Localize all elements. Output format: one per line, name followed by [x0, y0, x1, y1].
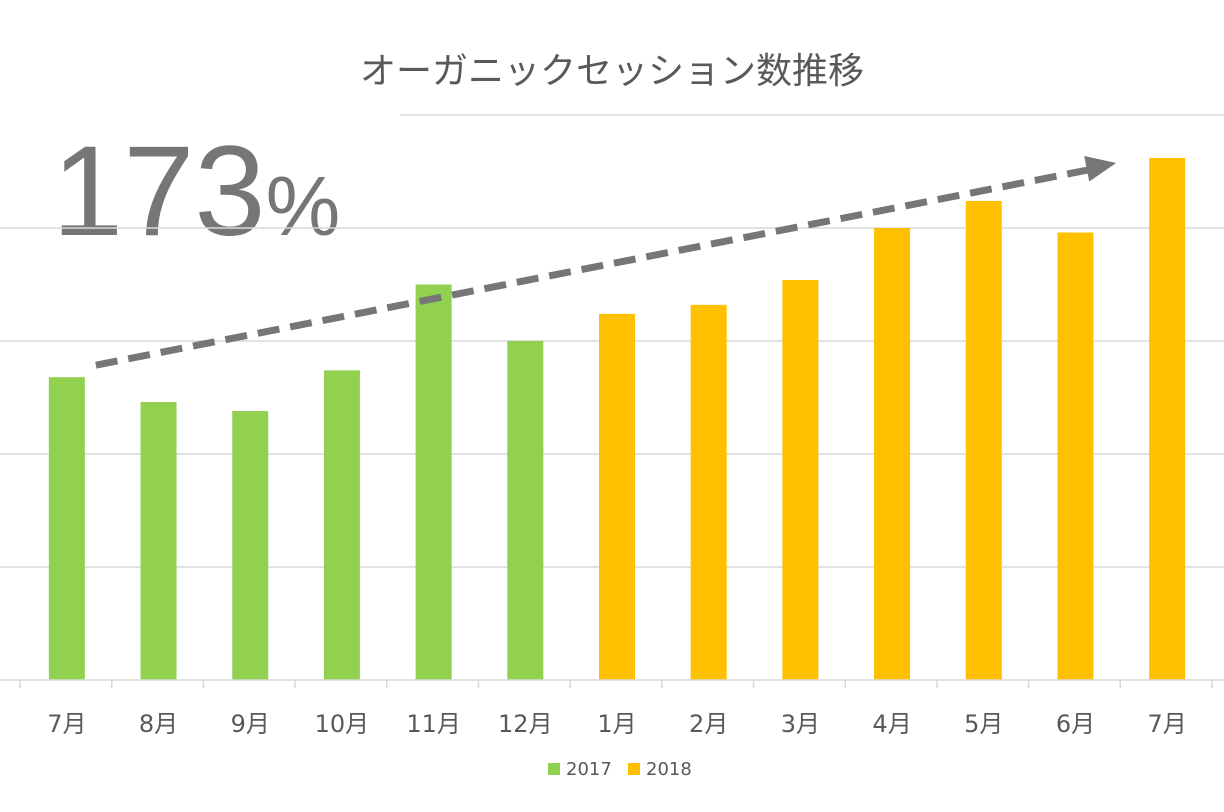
- x-tick-label: 8月: [139, 710, 178, 738]
- bar-2018-12: [1149, 157, 1186, 680]
- bar-2017-2: [232, 411, 269, 680]
- bar-2017-0: [48, 377, 85, 680]
- bar-2017-3: [323, 370, 360, 680]
- x-tick-label: 1月: [597, 710, 636, 738]
- x-tick-label: 11月: [406, 710, 461, 738]
- bar-2017-4: [415, 284, 452, 680]
- legend: 2017 2018: [548, 759, 692, 780]
- x-tick-label: 2月: [689, 710, 728, 738]
- bar-2018-9: [874, 228, 911, 680]
- trend-arrow-line: [95, 164, 1099, 369]
- x-tick-label: 4月: [872, 710, 911, 738]
- x-tick-label: 7月: [47, 710, 86, 738]
- x-axis: 7月 8月 9月 10月 11月 12月 1月 2月 3月 4月 5月 6月 7月: [0, 679, 1224, 738]
- x-tick-label: 3月: [781, 710, 820, 738]
- trend-arrow: [95, 156, 1117, 369]
- chart-title: オーガニックセッション数推移: [359, 51, 864, 92]
- x-tick-label: 9月: [231, 710, 270, 738]
- bar-2018-7: [690, 304, 727, 680]
- growth-percent-label: 173%: [52, 128, 340, 256]
- bar-2018-10: [965, 200, 1002, 680]
- legend-label-2018: 2018: [646, 759, 692, 780]
- bar-2018-6: [599, 313, 635, 680]
- bar-2018-11: [1057, 232, 1094, 680]
- bars: [48, 157, 1186, 680]
- bar-2017-5: [507, 341, 544, 680]
- bar-2018-8: [782, 279, 819, 680]
- bar-2017-1: [140, 402, 177, 680]
- x-tick-label: 10月: [315, 710, 370, 738]
- x-tick-label: 6月: [1056, 710, 1095, 738]
- growth-percent-unit: %: [265, 159, 341, 253]
- x-tick-label: 7月: [1148, 710, 1187, 738]
- legend-label-2017: 2017: [566, 759, 612, 780]
- trend-arrow-head: [1084, 156, 1117, 182]
- legend-swatch-2017: [548, 763, 560, 775]
- growth-percent-value: 173: [52, 120, 266, 263]
- legend-swatch-2018: [628, 763, 640, 775]
- x-tick-label: 12月: [498, 710, 553, 738]
- x-tick-label: 5月: [964, 710, 1003, 738]
